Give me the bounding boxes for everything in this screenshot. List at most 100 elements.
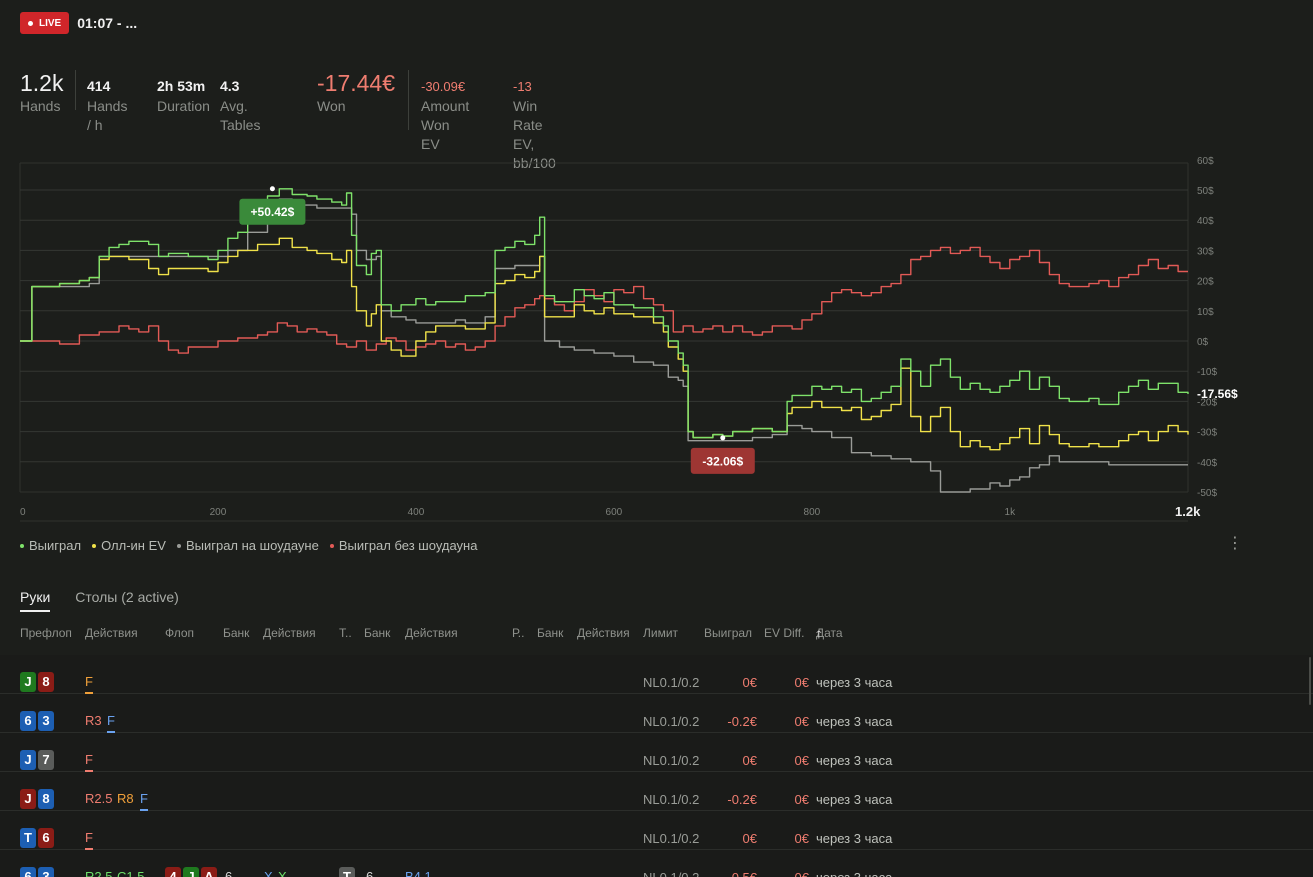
playing-card: 7 [38,750,54,770]
stat-amount-won-ev-label-2: EV [421,136,440,152]
legend-item[interactable]: Выиграл без шоудауна [329,538,478,553]
turn-card: T [339,867,355,877]
bankroll-chart[interactable]: 60$ 50$ 40$ 30$ 20$ 10$ 0$ -10$ -20$ -30$ -40$ -50$… [0,155,1313,525]
limit-cell: NL0.1/0.2 [643,714,700,729]
y-tick-label: 30$ [1197,246,1214,257]
max-point-marker[interactable] [269,186,275,192]
playing-card: 4 [165,867,181,877]
stats-divider [75,70,76,110]
scrollbar[interactable] [1309,657,1311,705]
preflop-action: R3 [85,713,102,728]
stat-duration: 2h 53m Duration [157,70,210,116]
col-actions-flop[interactable]: Действия [263,626,316,640]
hands-table-header: Префлоп Действия Флоп Банк Действия Т.. … [0,626,1313,646]
ev-diff-cell: 0€ [795,870,809,877]
bankroll-chart-svg[interactable]: 60$ 50$ 40$ 30$ 20$ 10$ 0$ -10$ -20$ -30$ -40$ -50$… [0,155,1313,525]
table-row[interactable]: 6 3 R3 F NL0.1/0.2 -0.2€ 0€ через 3 часа [0,694,1313,733]
tabs: Руки Столы (2 active) [20,589,179,612]
legend-item[interactable]: Выиграл на шоудауне [176,538,319,553]
playing-card: 3 [38,711,54,731]
col-pot-flop[interactable]: Банк [223,626,250,640]
col-flop[interactable]: Флоп [165,626,195,640]
won-cell: 0€ [742,753,757,768]
playing-card: 8 [38,672,54,692]
table-row[interactable]: T 6 F NL0.1/0.2 0€ 0€ через 3 часа [0,811,1313,850]
limit-cell: NL0.1/0.2 [643,792,700,807]
y-tick-label: 40$ [1197,216,1214,227]
turn-action: B4.1 [405,869,432,877]
series-line-3[interactable] [20,246,1188,354]
stat-amount-won-ev-label: Amount Won [421,98,470,133]
stat-win-rate-ev-value: -13 [513,79,532,94]
y-tick-label: 0$ [1197,337,1209,348]
preflop-action: R8 [117,791,134,806]
col-won[interactable]: Выиграл [704,626,753,640]
legend-item[interactable]: Олл-ин EV [92,538,166,553]
stat-avg-tables-label: Avg. Tables [220,98,261,133]
table-row[interactable]: J 7 F NL0.1/0.2 0€ 0€ через 3 часа [0,733,1313,772]
turn-pot: 6 [366,869,374,877]
playing-card: T [20,828,36,848]
legend-dot-icon [329,543,334,548]
x-tick-label: 400 [408,507,425,518]
y-tick-label: 10$ [1197,307,1214,318]
col-actions-river[interactable]: Действия [577,626,630,640]
col-preflop[interactable]: Префлоп [20,626,72,640]
table-row[interactable]: 63R2.5C1.54JA6XXT6B4.1NL0.1/0.2-0.5€0€че… [0,850,1313,877]
y-tick-label: -50$ [1197,488,1217,499]
stat-hands-per-hour-value: 414 [87,78,111,94]
col-pot-turn[interactable]: Банк [364,626,391,640]
table-row[interactable]: J 8 F NL0.1/0.2 0€ 0€ через 3 часа [0,655,1313,694]
preflop-action: F [85,674,93,694]
col-limit[interactable]: Лимит [643,626,679,640]
more-options-icon[interactable]: ⋮ [1227,535,1243,552]
col-actions-turn[interactable]: Действия [405,626,458,640]
date-cell: через 3 часа [816,792,893,807]
col-ev-diff[interactable]: EV Diff. [764,626,805,640]
col-date-label: Дата [816,626,843,640]
playing-card: 6 [20,711,36,731]
won-cell: -0.5€ [727,870,757,877]
stat-hands-label: Hands [20,98,61,114]
series-line-1[interactable] [20,237,1189,451]
legend-dot-icon [20,543,24,548]
table-row[interactable]: J 8 R2.5 R8 F NL0.1/0.2 -0.2€ 0€ через 3 часа [0,772,1313,811]
preflop-action: R2.5 [85,869,113,877]
max-annotation-box [239,198,306,225]
limit-cell: NL0.1/0.2 [643,831,700,846]
stat-hands-value: 1.2k [20,70,64,96]
y-tick-label: -20$ [1197,397,1217,408]
date-cell: через 3 часа [816,753,893,768]
series-line-2[interactable] [20,198,1188,493]
tab-hands[interactable]: Руки [20,589,51,612]
x-tick-label: 1k [1005,507,1017,518]
sort-up-icon[interactable]: 🡑 [816,629,822,641]
y-tick-label: 20$ [1197,277,1214,288]
preflop-action: F [107,713,115,733]
preflop-action: F [85,830,93,850]
legend-label: Выиграл без шоудауна [338,538,478,553]
col-turn[interactable]: Т.. [339,626,352,640]
preflop-action: F [140,791,148,811]
live-badge[interactable]: LIVE [20,12,70,34]
preflop-action: F [85,752,93,772]
legend-dot-icon [92,543,97,548]
won-cell: -0.2€ [727,714,757,729]
tab-tables[interactable]: Столы (2 active) [75,589,179,605]
legend-label: Олл-ин EV [101,538,166,553]
x-tick-label: 1.2k [1175,504,1201,519]
col-river[interactable]: Р.. [512,626,525,640]
playing-card: J [183,867,199,877]
y-tick-label: 50$ [1197,186,1214,197]
legend-label: Выиграл [29,538,82,553]
legend-item[interactable]: Выиграл [20,538,81,553]
col-pot-river[interactable]: Банк [537,626,564,640]
col-actions-preflop[interactable]: Действия [85,626,138,640]
min-point-marker[interactable] [720,435,726,441]
preflop-action: R2.5 [85,791,113,806]
hands-table-body: J 8 F NL0.1/0.2 0€ 0€ через 3 часа 6 3 R3 F NL0.1/0… [0,655,1313,877]
chart-legend: Выиграл Олл-ин EV Выиграл на шоудауне Выигр… [20,538,477,553]
